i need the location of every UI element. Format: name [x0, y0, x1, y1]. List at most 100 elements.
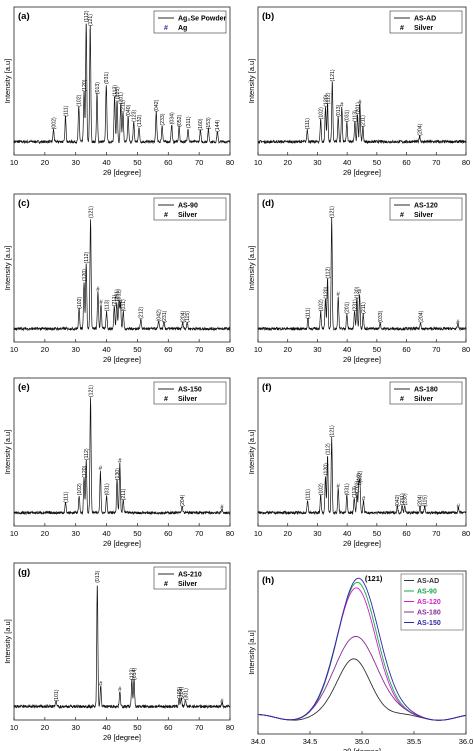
legend-hash-marker: #	[400, 396, 404, 403]
plot-frame	[13, 6, 231, 156]
peak-curve-as-150	[258, 577, 467, 721]
peak-label: (040)	[126, 104, 132, 116]
x-tick-label: 20	[284, 158, 292, 167]
peak-label: (130)	[115, 468, 121, 480]
peak-label: (013)	[95, 570, 101, 582]
peak-label: (101)	[54, 689, 60, 701]
x-tick-label: 60	[164, 723, 172, 732]
x-tick-label: 70	[432, 529, 440, 538]
x-tick-label: 30	[313, 345, 321, 354]
peak-label: (204)	[180, 494, 186, 506]
silver-marker: #	[362, 496, 366, 502]
peak-label: (311)	[186, 116, 192, 128]
legend-entry: AS-150	[417, 620, 441, 627]
peak-label: (201)	[355, 480, 361, 492]
peak-label: (123)	[130, 668, 136, 680]
plot-frame	[257, 377, 467, 527]
peak-label: (032)	[358, 470, 364, 482]
panel-letter: (g)	[18, 567, 30, 578]
peak-label: (120)	[323, 286, 329, 298]
x-tick-label: 80	[226, 158, 234, 167]
peak-label: (113)	[112, 85, 118, 97]
legend-box	[153, 381, 227, 405]
silver-marker: #	[340, 103, 344, 109]
x-tick-label: 40	[102, 529, 110, 538]
plot-frame	[13, 377, 231, 527]
x-tick-label: 70	[195, 158, 203, 167]
peak-label: (042)	[154, 99, 160, 111]
x-axis-label: 2θ [degree]	[103, 733, 141, 742]
silver-marker: #	[99, 300, 103, 306]
silver-marker: #	[119, 300, 123, 306]
x-tick-label: 10	[254, 529, 262, 538]
silver-marker: #	[99, 466, 103, 472]
x-tick-label: 80	[462, 345, 470, 354]
x-tick-label: 60	[164, 529, 172, 538]
x-tick-label: 80	[462, 529, 470, 538]
legend-hash-marker: #	[164, 25, 168, 32]
peak-label: (144)	[215, 120, 221, 132]
x-tick-label: 10	[10, 158, 18, 167]
peak-label: (031)	[345, 109, 351, 121]
legend-entry: Ag₂Se Powder	[178, 16, 227, 23]
x-tick-label: 40	[102, 345, 110, 354]
panel-letter: (e)	[18, 382, 30, 393]
legend-box	[389, 10, 463, 34]
legend-box	[153, 197, 227, 221]
x-tick-label: 60	[402, 345, 410, 354]
y-axis-label: Intensity [a.u]	[3, 59, 12, 104]
peak-label: (160)	[198, 118, 204, 130]
x-tick-label: 10	[10, 723, 18, 732]
plot-frame	[13, 562, 231, 721]
x-tick-label: 10	[10, 345, 18, 354]
xrd-trace	[13, 585, 231, 710]
peak-label: (023)	[115, 87, 121, 99]
peak-label: (123)	[132, 109, 138, 121]
peak-label: (120)	[82, 79, 88, 91]
xrd-trace	[13, 397, 231, 516]
x-tick-label: 34.5	[303, 737, 318, 746]
x-tick-label: 40	[343, 158, 351, 167]
y-axis-label: Intensity [a.u]	[3, 619, 12, 664]
panel-e: 10 20 30 40 50 60 70 80 2θ [degree] Intensity [a.…	[3, 377, 234, 548]
peak-label: (111)	[63, 105, 69, 117]
peak-label: (121)	[329, 425, 335, 437]
legend-entry: Ag	[178, 25, 187, 32]
peak-label: (231)	[162, 310, 168, 322]
peak-label: (014)	[132, 668, 138, 680]
legend-box	[389, 381, 463, 405]
panel-letter: (c)	[18, 198, 30, 209]
peak-label: (120)	[82, 465, 88, 477]
peak-label: (034)	[169, 112, 175, 124]
peak-label: (102)	[77, 483, 83, 495]
panel-g: 10 20 30 40 50 60 70 80 2θ [degree] Intensity [a.…	[3, 562, 234, 742]
panel-h: 34.0 34.5 35.0 35.5 36.0 2θ [degree] Intensity…	[247, 570, 473, 751]
xrd-trace	[257, 217, 467, 332]
peak-label: (112)	[325, 443, 331, 455]
plot-frame	[13, 193, 231, 343]
y-axis-label: Intensity [a.u]	[247, 630, 256, 675]
peak-label: (111)	[305, 118, 311, 130]
peak-label: (231)	[352, 299, 358, 311]
x-tick-label: 20	[41, 529, 49, 538]
peak-curve-as-180	[258, 635, 467, 721]
x-axis-label: 2θ [degree]	[343, 747, 381, 751]
peak-label: (121)	[329, 206, 335, 218]
peak-label: (031)	[345, 483, 351, 495]
legend-entry: AS-180	[417, 610, 441, 617]
x-tick-label: 80	[226, 345, 234, 354]
legend-entry: AS-90	[178, 203, 198, 210]
peak-label: (013)	[336, 104, 342, 116]
x-tick-label: 60	[402, 158, 410, 167]
peak-label: (112)	[325, 267, 331, 279]
silver-marker: #	[337, 292, 341, 298]
x-tick-label: 60	[164, 158, 172, 167]
x-tick-label: 70	[195, 345, 203, 354]
x-tick-label: 30	[72, 529, 80, 538]
silver-marker: #	[457, 504, 461, 510]
peak-label: (211)	[121, 488, 127, 500]
peak-label: (233)	[160, 113, 166, 125]
legend-hash-marker: #	[164, 581, 168, 588]
silver-marker: #	[118, 459, 122, 465]
